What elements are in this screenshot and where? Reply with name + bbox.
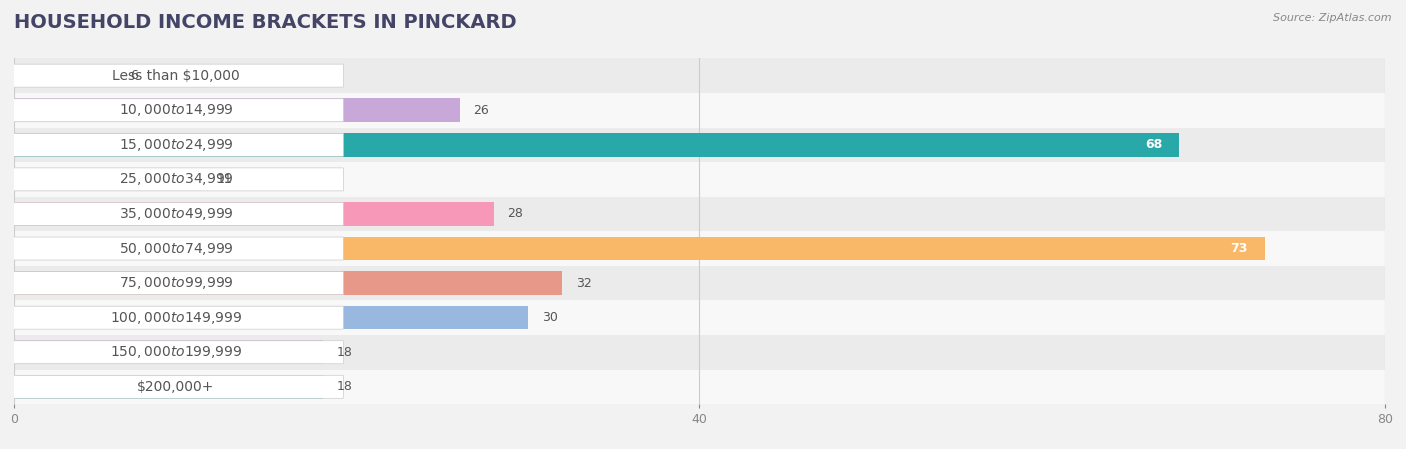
Text: $75,000 to $99,999: $75,000 to $99,999 [118, 275, 233, 291]
FancyBboxPatch shape [8, 202, 343, 225]
FancyBboxPatch shape [8, 341, 343, 364]
Text: $200,000+: $200,000+ [138, 380, 215, 394]
Text: 26: 26 [474, 104, 489, 117]
Bar [14, 271, 562, 295]
Bar [14, 197, 1385, 231]
FancyBboxPatch shape [8, 306, 343, 329]
Bar [14, 202, 494, 226]
Bar [14, 128, 1385, 162]
Text: 18: 18 [336, 346, 352, 359]
Text: $35,000 to $49,999: $35,000 to $49,999 [118, 206, 233, 222]
Text: HOUSEHOLD INCOME BRACKETS IN PINCKARD: HOUSEHOLD INCOME BRACKETS IN PINCKARD [14, 13, 516, 32]
Text: Less than $10,000: Less than $10,000 [112, 69, 240, 83]
Text: $150,000 to $199,999: $150,000 to $199,999 [110, 344, 242, 360]
Text: 68: 68 [1144, 138, 1163, 151]
Bar [14, 93, 1385, 128]
FancyBboxPatch shape [8, 133, 343, 156]
Bar [14, 133, 1180, 157]
Bar [14, 162, 1385, 197]
Bar [14, 58, 1385, 93]
Text: $15,000 to $24,999: $15,000 to $24,999 [118, 137, 233, 153]
FancyBboxPatch shape [8, 99, 343, 122]
Bar [14, 64, 117, 88]
Text: 11: 11 [217, 173, 232, 186]
FancyBboxPatch shape [8, 375, 343, 398]
FancyBboxPatch shape [8, 237, 343, 260]
Text: 73: 73 [1230, 242, 1249, 255]
Text: 18: 18 [336, 380, 352, 393]
Bar [14, 167, 202, 191]
Bar [14, 231, 1385, 266]
Text: $50,000 to $74,999: $50,000 to $74,999 [118, 241, 233, 256]
Bar [14, 266, 1385, 300]
Text: $10,000 to $14,999: $10,000 to $14,999 [118, 102, 233, 118]
Text: 28: 28 [508, 207, 523, 220]
Bar [14, 375, 322, 399]
FancyBboxPatch shape [8, 64, 343, 87]
Bar [14, 306, 529, 330]
Text: Source: ZipAtlas.com: Source: ZipAtlas.com [1274, 13, 1392, 23]
Bar [14, 300, 1385, 335]
Bar [14, 370, 1385, 404]
Text: $100,000 to $149,999: $100,000 to $149,999 [110, 310, 242, 326]
Text: 32: 32 [576, 277, 592, 290]
FancyBboxPatch shape [8, 168, 343, 191]
Text: 30: 30 [541, 311, 558, 324]
Text: $25,000 to $34,999: $25,000 to $34,999 [118, 172, 233, 187]
Bar [14, 340, 322, 364]
Bar [14, 237, 1265, 260]
Bar [14, 335, 1385, 370]
Text: 6: 6 [131, 69, 138, 82]
Bar [14, 98, 460, 122]
FancyBboxPatch shape [8, 272, 343, 295]
